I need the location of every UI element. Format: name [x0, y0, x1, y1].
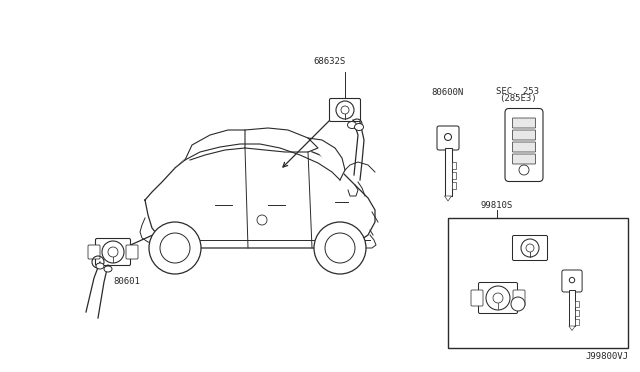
Bar	[575, 301, 579, 307]
Ellipse shape	[104, 266, 112, 272]
Text: 80600N: 80600N	[431, 88, 463, 97]
Bar	[451, 162, 456, 169]
FancyBboxPatch shape	[513, 118, 536, 128]
Circle shape	[102, 241, 124, 263]
Circle shape	[445, 134, 451, 141]
Circle shape	[486, 286, 510, 310]
Text: 68632S: 68632S	[314, 57, 346, 66]
Bar	[451, 182, 456, 189]
Polygon shape	[569, 326, 575, 330]
Bar	[451, 172, 456, 179]
Circle shape	[314, 222, 366, 274]
Polygon shape	[308, 138, 345, 180]
FancyBboxPatch shape	[505, 109, 543, 182]
FancyBboxPatch shape	[513, 142, 536, 152]
Bar	[569, 290, 575, 326]
FancyBboxPatch shape	[437, 126, 459, 150]
FancyBboxPatch shape	[513, 235, 547, 260]
FancyBboxPatch shape	[330, 99, 360, 122]
Circle shape	[511, 297, 525, 311]
Polygon shape	[185, 130, 245, 160]
Polygon shape	[145, 140, 375, 248]
FancyBboxPatch shape	[95, 238, 131, 266]
FancyBboxPatch shape	[513, 154, 536, 164]
Bar	[445, 148, 451, 196]
FancyBboxPatch shape	[562, 270, 582, 292]
FancyBboxPatch shape	[479, 282, 518, 314]
Polygon shape	[175, 144, 340, 180]
Polygon shape	[445, 196, 451, 201]
Ellipse shape	[96, 263, 104, 269]
Text: 80601: 80601	[113, 277, 140, 286]
Ellipse shape	[348, 122, 356, 128]
Bar	[448, 218, 628, 348]
Polygon shape	[245, 128, 318, 152]
FancyBboxPatch shape	[513, 290, 525, 306]
Bar	[575, 319, 579, 325]
FancyBboxPatch shape	[513, 130, 536, 140]
Text: J99800VJ: J99800VJ	[585, 352, 628, 361]
Text: (285E3): (285E3)	[499, 94, 537, 103]
Circle shape	[336, 101, 354, 119]
Circle shape	[521, 239, 539, 257]
Circle shape	[570, 278, 575, 283]
Text: 99810S: 99810S	[481, 201, 513, 210]
Ellipse shape	[355, 124, 364, 131]
Text: SEC. 253: SEC. 253	[497, 87, 540, 96]
Circle shape	[149, 222, 201, 274]
FancyBboxPatch shape	[471, 290, 483, 306]
Bar	[575, 310, 579, 316]
FancyBboxPatch shape	[88, 245, 100, 259]
FancyBboxPatch shape	[126, 245, 138, 259]
